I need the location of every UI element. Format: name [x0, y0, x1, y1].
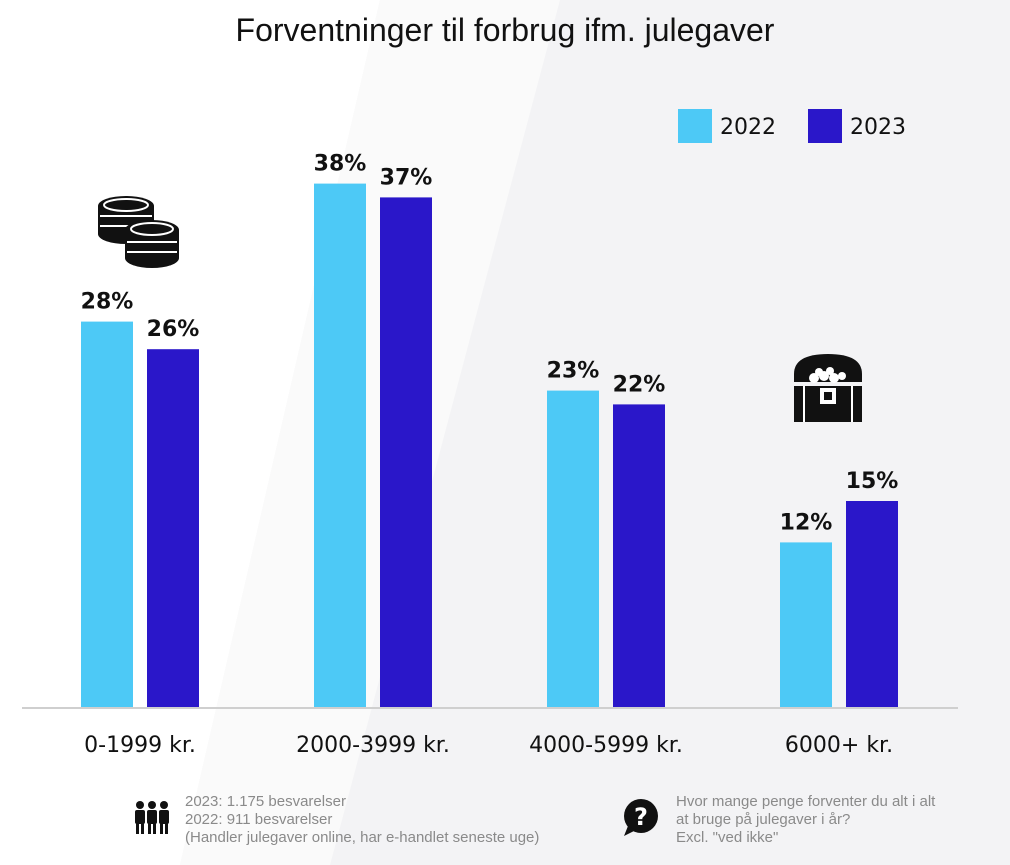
treasure-chest-icon [794, 354, 862, 422]
data-label-2022-2: 23% [547, 359, 600, 384]
data-label-2023-2: 22% [613, 372, 666, 397]
legend-label-2023: 2023 [850, 115, 906, 140]
footer-question-note: Hvor mange penge forventer du alt i alt … [676, 793, 996, 847]
bar-2022-3 [780, 542, 832, 708]
bars-group [81, 183, 898, 709]
data-label-2022-3: 12% [780, 510, 833, 535]
legend-swatch-2022 [678, 109, 712, 143]
data-label-2022-1: 38% [314, 152, 367, 177]
bar-2023-2 [613, 404, 665, 708]
data-label-2022-0: 28% [81, 290, 134, 315]
footer-right-line: at bruge på julegaver i år? [676, 811, 851, 828]
footer-right-line: Excl. "ved ikke" [676, 829, 779, 846]
chart-title: Forventninger til forbrug ifm. julegaver [235, 12, 775, 48]
data-label-2023-0: 26% [147, 317, 200, 342]
category-label-1: 2000-3999 kr. [296, 733, 450, 758]
legend: 2022 2023 [678, 109, 906, 143]
category-label-0: 0-1999 kr. [84, 733, 196, 758]
footer-left-line: 2023: 1.175 besvarelser [185, 793, 346, 810]
category-label-2: 4000-5999 kr. [529, 733, 683, 758]
footer-left-line: (Handler julegaver online, har e-handlet… [185, 829, 540, 846]
legend-swatch-2023 [808, 109, 842, 143]
legend-label-2022: 2022 [720, 115, 776, 140]
labels-group: 28% 26% 0-1999 kr. 38% 37% 2000-3999 kr. 23% 22… [81, 152, 899, 758]
coins-icon [98, 196, 179, 268]
bar-2022-0 [81, 321, 133, 708]
footer-sample-note: 2023: 1.175 besvarelser 2022: 911 besvar… [185, 793, 615, 847]
people-icon [135, 801, 169, 834]
bar-2023-1 [380, 197, 432, 708]
category-label-3: 6000+ kr. [785, 733, 893, 758]
bar-2023-3 [846, 501, 898, 708]
question-bubble-icon: ? [624, 799, 658, 836]
bar-2022-1 [314, 183, 366, 709]
bar-2022-2 [547, 390, 599, 708]
svg-text:?: ? [634, 803, 648, 831]
footer-right-line: Hvor mange penge forventer du alt i alt [676, 793, 936, 810]
footer-left-line: 2022: 911 besvarelser [185, 811, 333, 828]
data-label-2023-1: 37% [380, 165, 433, 190]
bar-2023-0 [147, 349, 199, 708]
data-label-2023-3: 15% [846, 469, 899, 494]
